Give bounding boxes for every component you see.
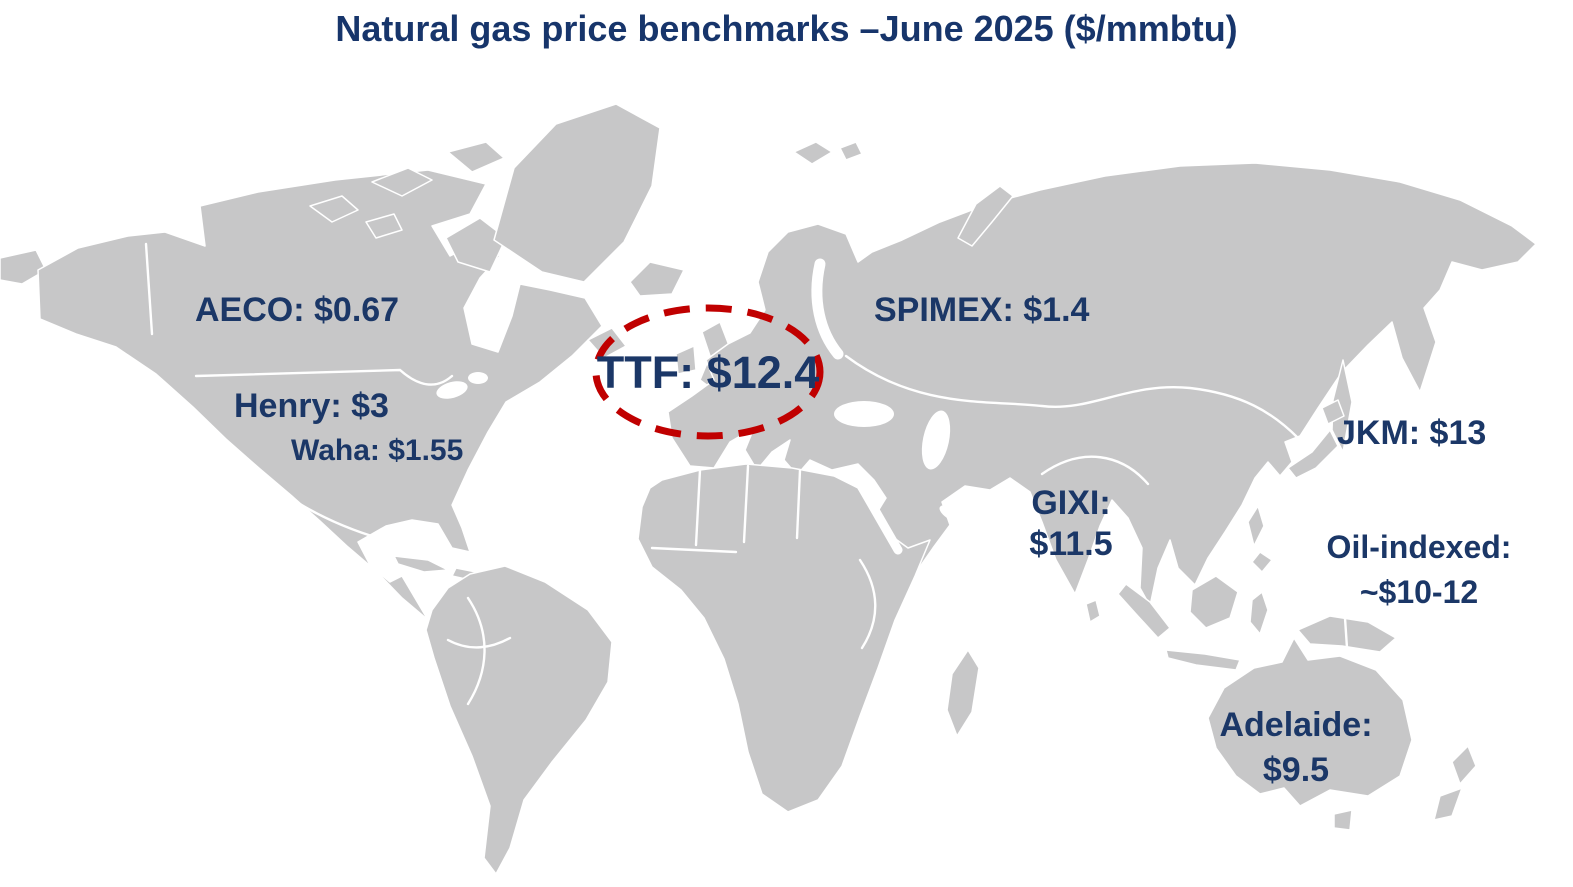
landmass-cuba — [393, 555, 449, 573]
landmass-arctic-island-2 — [371, 167, 433, 197]
border-us-mexico — [298, 502, 394, 544]
landmass-arctic-island-4 — [365, 213, 403, 239]
landmass-baffin-island — [445, 217, 507, 273]
price-label-gixi-line1: GIXI: — [1031, 484, 1111, 522]
landmass-new-zealand-south — [1433, 787, 1463, 821]
great-lakes — [436, 381, 468, 399]
landmass-arctic-island-1 — [309, 195, 359, 223]
baltic-sea — [811, 258, 844, 360]
landmass-chukotka-sliver — [0, 249, 47, 285]
landmass-sakhalin — [1331, 359, 1353, 453]
landmass-north-america — [37, 169, 603, 621]
great-lakes-2 — [468, 372, 488, 384]
border-africa-3 — [795, 468, 802, 540]
landmass-greenland — [493, 103, 661, 283]
landmass-eurasia — [667, 162, 1537, 607]
country-borders — [144, 242, 1349, 706]
border-africa-4 — [650, 546, 738, 554]
border-us-canada — [194, 368, 454, 386]
landmass-svalbard-2 — [839, 141, 863, 161]
landmasses — [0, 103, 1537, 875]
border-new-guinea — [1343, 616, 1349, 650]
price-label-waha: Waha: $1.55 — [291, 434, 464, 467]
landmass-novaya-zemlya — [957, 185, 1014, 247]
page-title: Natural gas price benchmarks –June 2025 … — [335, 8, 1238, 49]
price-label-adelaide-line1: Adelaide: — [1219, 706, 1373, 744]
price-label-ttf: TTF: $12.4 — [596, 347, 820, 398]
landmass-ireland — [675, 345, 697, 375]
price-label-adelaide: Adelaide: $9.5 — [1219, 703, 1372, 793]
border-africa-2 — [742, 464, 750, 544]
red-sea — [855, 479, 903, 555]
inland-seas — [436, 258, 965, 555]
price-label-gixi: GIXI: $11.5 — [1029, 483, 1112, 565]
price-label-jkm: JKM: $13 — [1337, 414, 1487, 452]
price-label-spimex: SPIMEX: $1.4 — [874, 291, 1090, 329]
landmass-iceland — [629, 261, 685, 297]
landmass-madagascar — [946, 649, 980, 737]
landmass-borneo — [1189, 575, 1239, 629]
landmass-tasmania — [1333, 809, 1353, 831]
landmass-japan-honshu — [1287, 429, 1339, 479]
border-russia-south — [844, 354, 1300, 440]
price-label-aeco: AECO: $0.67 — [195, 291, 400, 329]
landmass-japan-hokkaido — [1321, 399, 1345, 425]
caspian-sea — [921, 410, 951, 470]
landmass-philippines — [1247, 505, 1265, 547]
border-africa-5 — [858, 558, 877, 650]
border-china-india — [1040, 455, 1150, 486]
price-label-oil-indexed: Oil-indexed: ~$10-12 — [1327, 525, 1512, 615]
price-label-gixi-line2: $11.5 — [1029, 525, 1113, 563]
landmass-sri-lanka — [1085, 599, 1101, 623]
landmass-sumatra — [1117, 583, 1171, 639]
price-label-henry: Henry: $3 — [234, 387, 389, 425]
border-africa-1 — [694, 468, 702, 547]
price-label-oil-indexed-line2: ~$10-12 — [1359, 574, 1479, 610]
black-sea — [834, 401, 894, 427]
landmass-philippines-2 — [1251, 551, 1273, 573]
persian-gulf — [939, 505, 965, 523]
price-label-oil-indexed-line1: Oil-indexed: — [1326, 529, 1512, 565]
landmass-south-america — [425, 565, 613, 875]
border-south-america-2 — [446, 636, 512, 649]
border-alaska-canada — [144, 242, 154, 336]
landmass-australia — [1207, 637, 1413, 807]
ttf-highlight-ellipse — [592, 304, 824, 440]
landmass-arctic-island-3 — [447, 141, 505, 173]
border-south-america-1 — [466, 596, 486, 706]
landmass-java — [1165, 649, 1241, 671]
landmass-svalbard — [793, 141, 833, 165]
price-label-adelaide-line2: $9.5 — [1262, 751, 1330, 789]
landmass-new-zealand-north — [1451, 745, 1477, 785]
landmass-sulawesi — [1249, 591, 1269, 635]
